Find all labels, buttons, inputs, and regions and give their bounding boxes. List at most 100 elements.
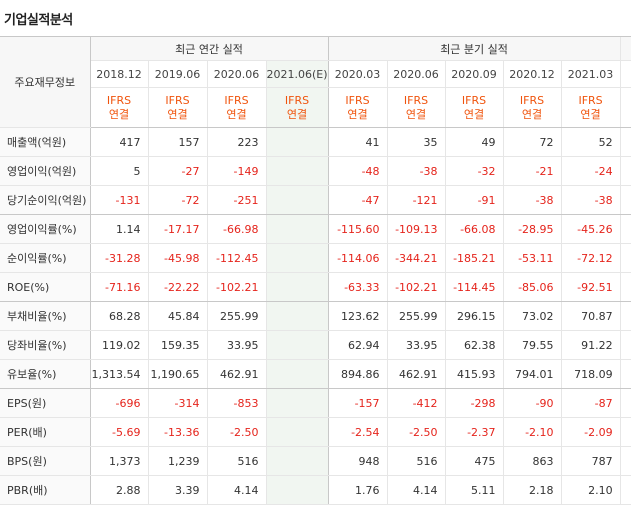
consolidation-basis: 연결 [286,107,308,121]
cell-value: -114.45 [444,272,504,302]
cell-value: 41 [327,127,388,157]
cell-value: 296.15 [444,301,504,331]
period-header: 2021.03 [560,60,621,88]
cell-value: -91 [444,185,504,215]
cell-value: 68.28 [89,301,148,331]
cell-value: -38 [560,185,621,215]
cut-cell [619,60,631,88]
cell-value: -45.98 [147,243,207,273]
cell-value: -121 [386,185,446,215]
cut-cell [619,214,631,244]
group-header: 최근 분기 실적 [327,36,621,61]
cell-value: -27 [147,156,207,186]
accounting-standard: IFRS [578,93,603,107]
cell-value: -157 [327,388,388,418]
cell-value: -38 [502,185,562,215]
row-label: 당좌비율(%) [0,330,91,360]
cell-value: -102.21 [206,272,266,302]
cell-value [265,185,329,215]
data-row: ROE(%) -71.16 -22.22 -102.21 -63.33 -102.21 -1… [0,272,631,302]
row-label: EPS(원) [0,388,91,418]
cell-value: 794.01 [502,359,562,389]
cell-value: -2.50 [206,417,266,447]
cell-value: 718.09 [560,359,621,389]
cell-value: 33.95 [206,330,266,360]
cell-value: -87 [560,388,621,418]
cell-value: 1,313.54 [89,359,148,389]
cell-value: -251 [206,185,266,215]
data-row: 영업이익률(%) 1.14 -17.17 -66.98 -115.60 -109.13 -6… [0,214,631,244]
cut-cell [619,87,631,128]
cell-value: 91.22 [560,330,621,360]
cell-value: 516 [206,446,266,476]
period-header: 2020.03 [327,60,388,88]
cell-value: 157 [147,127,207,157]
cell-value: 516 [386,446,446,476]
cell-value: 475 [444,446,504,476]
cell-value: 5 [89,156,148,186]
basis-header: IFRS 연결 [386,87,446,128]
cell-value: 62.38 [444,330,504,360]
cell-value: 1.14 [89,214,148,244]
cell-value: 3.39 [147,475,207,505]
cell-value: -314 [147,388,207,418]
cell-value: -71.16 [89,272,148,302]
row-label: 당기순이익(억원) [0,185,91,215]
cell-value: 1,190.65 [147,359,207,389]
cut-cell [619,446,631,476]
cell-value [265,272,329,302]
period-header: 2020.06 [206,60,266,88]
cell-value: -24 [560,156,621,186]
cell-value: 1.76 [327,475,388,505]
cell-value: 415.93 [444,359,504,389]
period-header: 2018.12 [89,60,148,88]
cell-value: 223 [206,127,266,157]
cell-value: 2.10 [560,475,621,505]
cell-value: -115.60 [327,214,388,244]
cell-value: -63.33 [327,272,388,302]
consolidation-basis: 연결 [226,107,247,121]
cell-value: 119.02 [89,330,148,360]
row-label: 부채비율(%) [0,301,91,331]
cell-value: -53.11 [502,243,562,273]
section-title: 기업실적분석 [4,13,73,28]
cell-value: -114.06 [327,243,388,273]
accounting-standard: IFRS [106,93,132,107]
cell-value [265,127,329,157]
period-header: 2020.09 [444,60,504,88]
row-label: PBR(배) [0,475,91,505]
basis-header: IFRS 연결 [327,87,388,128]
consolidation-basis: 연결 [580,107,601,121]
cell-value: -2.50 [386,417,446,447]
cell-value: -696 [89,388,148,418]
cell-value: 2.88 [89,475,148,505]
cell-value: 4.14 [386,475,446,505]
cell-value [265,359,329,389]
cell-value: -47 [327,185,388,215]
cell-value: 462.91 [386,359,446,389]
data-row: 당기순이익(억원) -131 -72 -251 -47 -121 -91 -38 -38 [0,185,631,215]
cell-value [265,301,329,331]
accounting-standard: IFRS [519,93,545,107]
cut-cell [619,475,631,505]
cut-cell [619,156,631,186]
basis-header: IFRS 연결 [265,87,329,128]
cell-value: -298 [444,388,504,418]
cell-value: -853 [206,388,266,418]
cell-value: -17.17 [147,214,207,244]
basis-header: IFRS 연결 [147,87,207,128]
cell-value: -85.06 [502,272,562,302]
cell-value: -2.54 [327,417,388,447]
cell-value: -66.08 [444,214,504,244]
header-row: 주요재무정보 최근 연간 실적 최근 분기 실적 [0,36,631,128]
cell-value: -31.28 [89,243,148,273]
cell-value: -45.26 [560,214,621,244]
cut-cell [619,243,631,273]
basis-header: IFRS 연결 [444,87,504,128]
consolidation-basis: 연결 [108,107,130,121]
cut-cell [619,417,631,447]
cell-value: -109.13 [386,214,446,244]
data-row: 당좌비율(%) 119.02 159.35 33.95 62.94 33.95 62.38 7… [0,330,631,360]
consolidation-basis: 연결 [463,107,485,121]
data-row: 매출액(억원) 417 157 223 41 35 49 72 52 [0,127,631,157]
